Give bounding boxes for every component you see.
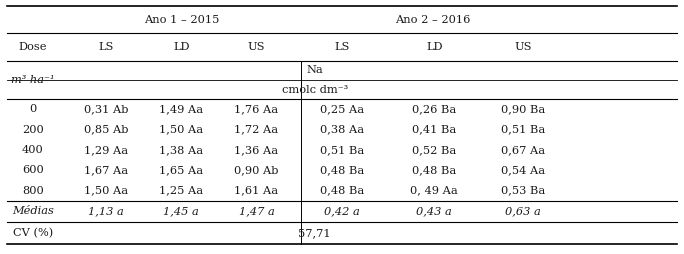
Text: LS: LS (334, 42, 350, 52)
Text: 1,29 Aa: 1,29 Aa (84, 145, 128, 155)
Text: 1,67 Aa: 1,67 Aa (84, 165, 128, 175)
Text: m³ ha⁻¹: m³ ha⁻¹ (11, 75, 55, 85)
Text: LS: LS (98, 42, 114, 52)
Text: 0,85 Ab: 0,85 Ab (83, 124, 129, 135)
Text: 1,45 a: 1,45 a (163, 207, 199, 216)
Text: 1,47 a: 1,47 a (239, 207, 274, 216)
Text: 0,48 Ba: 0,48 Ba (320, 185, 364, 196)
Text: 200: 200 (22, 124, 44, 135)
Text: 1,36 Aa: 1,36 Aa (235, 145, 278, 155)
Text: 0,54 Aa: 0,54 Aa (501, 165, 545, 175)
Text: Médias: Médias (12, 207, 54, 216)
Text: US: US (248, 42, 265, 52)
Text: cmolᴄ dm⁻³: cmolᴄ dm⁻³ (282, 85, 347, 94)
Text: 400: 400 (22, 145, 44, 155)
Text: 0,26 Ba: 0,26 Ba (412, 104, 456, 114)
Text: 57,71: 57,71 (298, 228, 331, 238)
Text: 1,65 Aa: 1,65 Aa (159, 165, 203, 175)
Text: 1,38 Aa: 1,38 Aa (159, 145, 203, 155)
Text: 0, 49 Aa: 0, 49 Aa (410, 185, 458, 196)
Text: 0,52 Ba: 0,52 Ba (412, 145, 456, 155)
Text: 1,49 Aa: 1,49 Aa (159, 104, 203, 114)
Text: 0,67 Aa: 0,67 Aa (501, 145, 545, 155)
Text: Dose: Dose (18, 42, 47, 52)
Text: 0,38 Aa: 0,38 Aa (320, 124, 364, 135)
Text: 0: 0 (29, 104, 36, 114)
Text: 0,48 Ba: 0,48 Ba (412, 165, 456, 175)
Text: LD: LD (426, 42, 443, 52)
Text: 0,90 Ab: 0,90 Ab (234, 165, 279, 175)
Text: 0,51 Ba: 0,51 Ba (320, 145, 364, 155)
Text: 0,43 a: 0,43 a (417, 207, 452, 216)
Text: 1,13 a: 1,13 a (88, 207, 124, 216)
Text: 0,25 Aa: 0,25 Aa (320, 104, 364, 114)
Text: 1,50 Aa: 1,50 Aa (159, 124, 203, 135)
Text: 0,63 a: 0,63 a (505, 207, 541, 216)
Text: 0,90 Ba: 0,90 Ba (501, 104, 545, 114)
Text: Ano 2 – 2016: Ano 2 – 2016 (395, 15, 471, 25)
Text: LD: LD (173, 42, 189, 52)
Text: 0,48 Ba: 0,48 Ba (320, 165, 364, 175)
Text: CV (%): CV (%) (13, 228, 53, 238)
Text: 600: 600 (22, 165, 44, 175)
Text: 0,51 Ba: 0,51 Ba (501, 124, 545, 135)
Text: 1,25 Aa: 1,25 Aa (159, 185, 203, 196)
Text: Na: Na (306, 66, 323, 75)
Text: 0,41 Ba: 0,41 Ba (412, 124, 456, 135)
Text: 0,31 Ab: 0,31 Ab (83, 104, 129, 114)
Text: 800: 800 (22, 185, 44, 196)
Text: 0,42 a: 0,42 a (324, 207, 360, 216)
Text: Ano 1 – 2015: Ano 1 – 2015 (144, 15, 219, 25)
Text: 1,50 Aa: 1,50 Aa (84, 185, 128, 196)
Text: 1,72 Aa: 1,72 Aa (235, 124, 278, 135)
Text: 1,61 Aa: 1,61 Aa (235, 185, 278, 196)
Text: US: US (514, 42, 532, 52)
Text: 1,76 Aa: 1,76 Aa (235, 104, 278, 114)
Text: 0,53 Ba: 0,53 Ba (501, 185, 545, 196)
